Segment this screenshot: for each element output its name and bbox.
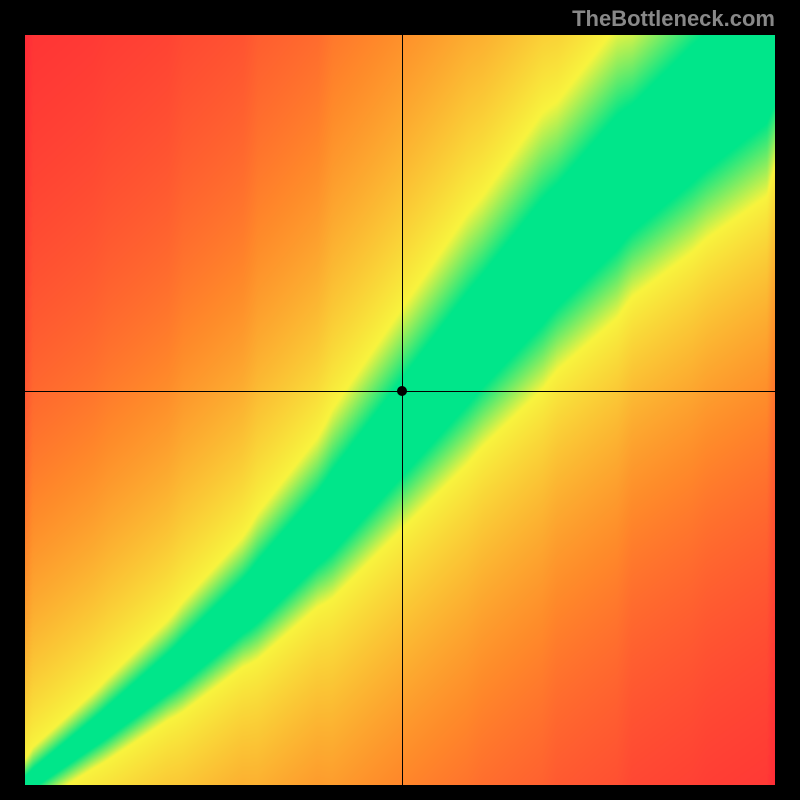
heatmap-canvas [25, 35, 775, 785]
plot-area [25, 35, 775, 785]
crosshair-vertical [402, 35, 403, 785]
watermark-text: TheBottleneck.com [572, 6, 775, 32]
